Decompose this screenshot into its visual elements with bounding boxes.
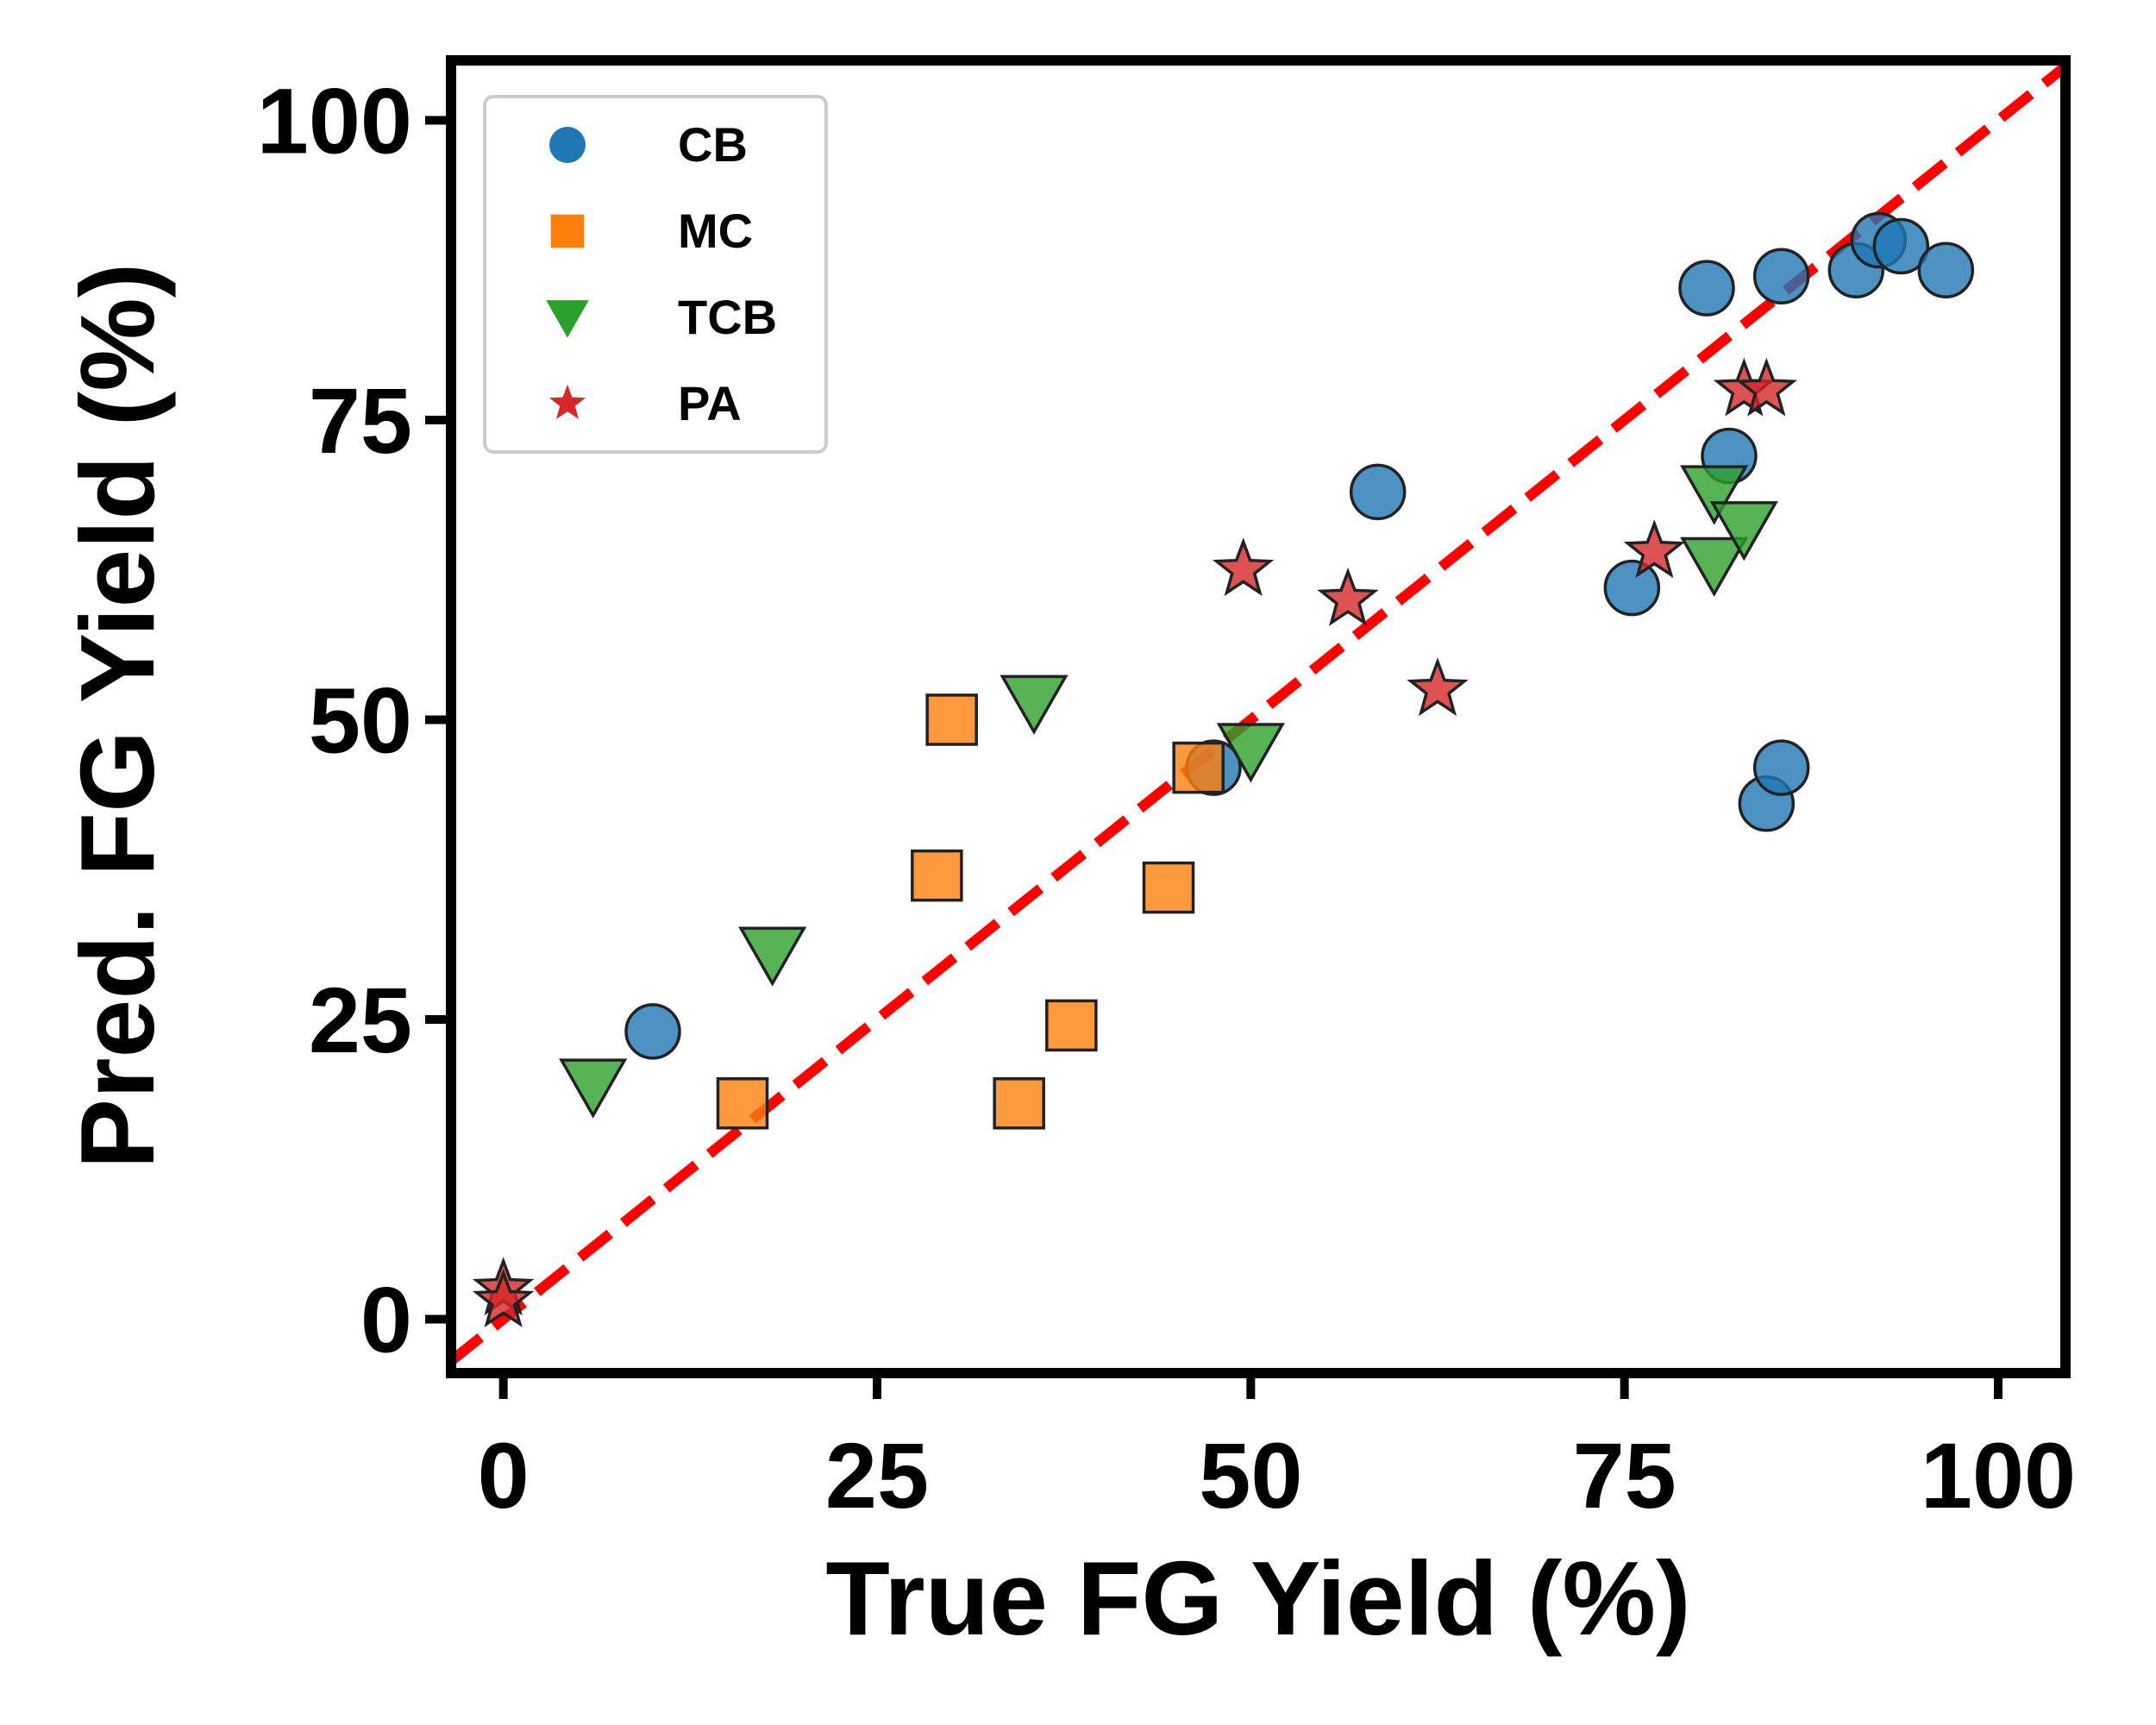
data-point-cb — [1603, 559, 1661, 617]
x-axis-label: True FG Yield (%) — [825, 1540, 1690, 1657]
data-point-pa — [1212, 537, 1275, 597]
legend-marker-pa — [549, 384, 586, 419]
data-point-pa — [1317, 567, 1379, 626]
data-point-tcb — [1680, 536, 1749, 598]
data-point-mc — [1142, 861, 1195, 914]
data-point-tcb — [1680, 465, 1749, 525]
x-tick-label: 25 — [825, 1423, 929, 1527]
data-point-cb — [1917, 242, 1975, 298]
data-point-cb — [1349, 463, 1407, 521]
data-point-pa — [1623, 519, 1686, 579]
series-pa — [472, 357, 1798, 1327]
data-point-mc — [925, 693, 978, 746]
data-point-cb — [1872, 217, 1930, 275]
legend-label-mc: MC — [678, 204, 753, 258]
data-point-mc — [1045, 999, 1098, 1052]
data-point-pa — [1407, 657, 1469, 717]
legend-marker-mc — [550, 214, 585, 248]
y-tick-label: 75 — [309, 368, 412, 473]
data-point-tcb — [1709, 501, 1778, 561]
legend-label-tcb: TCB — [678, 290, 777, 344]
data-point-mc — [911, 849, 963, 902]
x-tick-label: 0 — [478, 1423, 530, 1527]
legend-box — [483, 95, 828, 454]
legend-label-cb: CB — [678, 117, 748, 172]
x-tick-label: 75 — [1573, 1423, 1677, 1527]
data-point-pa — [1735, 357, 1798, 417]
y-tick-label: 0 — [360, 1267, 412, 1371]
legend-label-pa: PA — [678, 376, 742, 430]
legend-marker-tcb — [546, 300, 589, 338]
data-point-cb — [1752, 248, 1810, 304]
x-tick-label: 50 — [1199, 1423, 1302, 1527]
series-cb — [624, 211, 1975, 1060]
data-point-tcb — [1216, 723, 1285, 783]
legend-marker-cb — [549, 127, 586, 163]
data-point-cb — [1678, 260, 1735, 317]
data-point-pa — [472, 1269, 535, 1327]
y-tick-label: 25 — [309, 968, 412, 1072]
series-tcb — [559, 465, 1778, 1119]
y-axis-label: Pred. FG Yield (%) — [59, 263, 176, 1170]
data-point-tcb — [559, 1058, 628, 1119]
data-point-tcb — [738, 926, 807, 987]
legend: CB MC TCB PA — [483, 95, 828, 454]
y-tick-label: 50 — [309, 668, 412, 772]
series-mc — [716, 693, 1225, 1130]
data-point-cb — [1752, 739, 1810, 796]
y-tick-label: 100 — [257, 68, 412, 172]
data-point-mc — [1172, 741, 1225, 794]
data-point-mc — [716, 1076, 769, 1130]
x-tick-label: 100 — [1921, 1423, 2076, 1527]
data-point-cb — [624, 1003, 681, 1060]
data-point-mc — [993, 1076, 1045, 1130]
data-point-tcb — [1000, 674, 1069, 735]
